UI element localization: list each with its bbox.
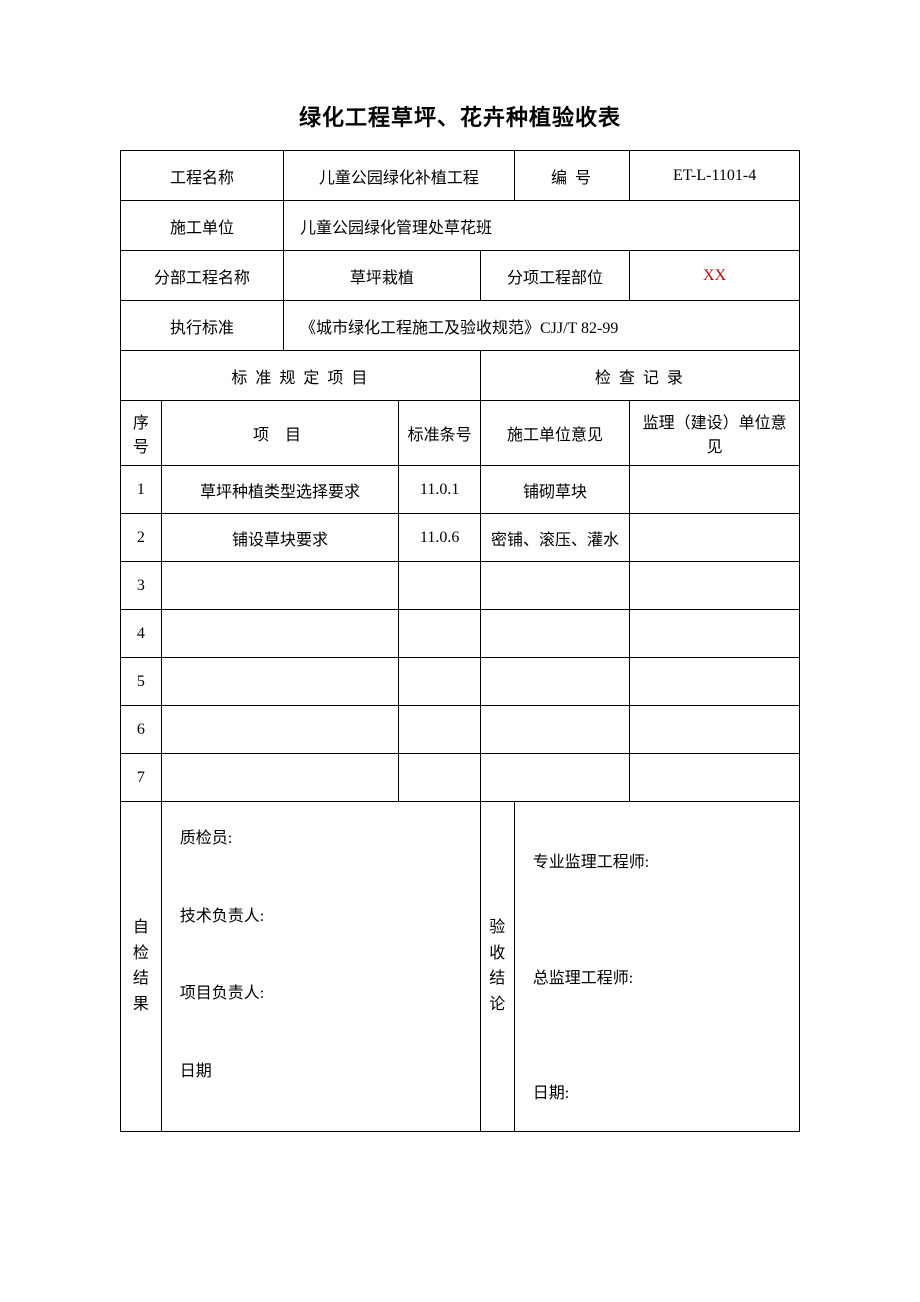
cell-clause (399, 562, 480, 610)
cell-clause (399, 754, 480, 802)
col-seq: 序号 (121, 401, 162, 466)
cell-sup (630, 466, 800, 514)
cell-sup (630, 754, 800, 802)
header-standard-items: 标 准 规 定 项 目 (121, 351, 481, 401)
col-supervision-opinion: 监理（建设）单位意见 (630, 401, 800, 466)
sig-chief-engineer: 总监理工程师: (533, 966, 781, 992)
cell-item (161, 562, 399, 610)
label-item-part: 分项工程部位 (480, 251, 629, 301)
col-construction-opinion: 施工单位意见 (480, 401, 629, 466)
cell-seq: 2 (121, 514, 162, 562)
cell-opinion: 铺砌草块 (480, 466, 629, 514)
cell-opinion (480, 610, 629, 658)
sig-tech-lead: 技术负责人: (180, 904, 462, 930)
value-project-name: 儿童公园绿化补植工程 (283, 151, 514, 201)
cell-sup (630, 658, 800, 706)
table-row: 6 (121, 706, 800, 754)
table-row: 4 (121, 610, 800, 658)
value-number: ET-L-1101-4 (630, 151, 800, 201)
cell-opinion (480, 562, 629, 610)
cell-clause (399, 610, 480, 658)
label-standard: 执行标准 (121, 301, 284, 351)
cell-seq: 7 (121, 754, 162, 802)
cell-clause (399, 658, 480, 706)
value-item-part: XX (630, 251, 800, 301)
cell-item (161, 658, 399, 706)
cell-opinion (480, 706, 629, 754)
value-subproject-name: 草坪栽植 (283, 251, 480, 301)
cell-sup (630, 562, 800, 610)
cell-opinion (480, 754, 629, 802)
cell-opinion (480, 658, 629, 706)
cell-item (161, 754, 399, 802)
cell-opinion: 密铺、滚压、灌水 (480, 514, 629, 562)
col-item: 项 目 (161, 401, 399, 466)
col-clause: 标准条号 (399, 401, 480, 466)
table-row: 2 铺设草块要求 11.0.6 密铺、滚压、灌水 (121, 514, 800, 562)
cell-sup (630, 610, 800, 658)
cell-clause (399, 706, 480, 754)
sig-inspector: 质检员: (180, 826, 462, 852)
label-project-name: 工程名称 (121, 151, 284, 201)
header-inspection-record: 检 查 记 录 (480, 351, 799, 401)
cell-seq: 3 (121, 562, 162, 610)
cell-sup (630, 706, 800, 754)
label-subproject-name: 分部工程名称 (121, 251, 284, 301)
cell-clause: 11.0.6 (399, 514, 480, 562)
acceptance-body: 专业监理工程师: 总监理工程师: 日期: (514, 802, 799, 1132)
cell-seq: 1 (121, 466, 162, 514)
cell-seq: 6 (121, 706, 162, 754)
cell-seq: 4 (121, 610, 162, 658)
label-number: 编 号 (514, 151, 629, 201)
cell-item (161, 706, 399, 754)
cell-item (161, 610, 399, 658)
table-row: 7 (121, 754, 800, 802)
cell-clause: 11.0.1 (399, 466, 480, 514)
cell-item: 铺设草块要求 (161, 514, 399, 562)
table-row: 5 (121, 658, 800, 706)
self-check-label-text: 自检结果 (133, 919, 149, 1013)
self-check-label: 自检结果 (121, 802, 162, 1132)
acceptance-label: 验收结论 (480, 802, 514, 1132)
table-row: 3 (121, 562, 800, 610)
sig-spec-engineer: 专业监理工程师: (533, 850, 781, 876)
acceptance-label-text: 验收结论 (489, 919, 505, 1013)
value-construction-unit: 儿童公园绿化管理处草花班 (283, 201, 799, 251)
value-standard: 《城市绿化工程施工及验收规范》CJJ/T 82-99 (283, 301, 799, 351)
sig-date-left: 日期 (180, 1059, 462, 1085)
sig-date-right: 日期: (533, 1081, 781, 1107)
self-check-body: 质检员: 技术负责人: 项目负责人: 日期 (161, 802, 480, 1132)
sig-project-lead: 项目负责人: (180, 981, 462, 1007)
cell-seq: 5 (121, 658, 162, 706)
cell-item: 草坪种植类型选择要求 (161, 466, 399, 514)
page-title: 绿化工程草坪、花卉种植验收表 (120, 100, 800, 132)
cell-sup (630, 514, 800, 562)
acceptance-form-table: 工程名称 儿童公园绿化补植工程 编 号 ET-L-1101-4 施工单位 儿童公… (120, 150, 800, 1132)
label-construction-unit: 施工单位 (121, 201, 284, 251)
table-row: 1 草坪种植类型选择要求 11.0.1 铺砌草块 (121, 466, 800, 514)
